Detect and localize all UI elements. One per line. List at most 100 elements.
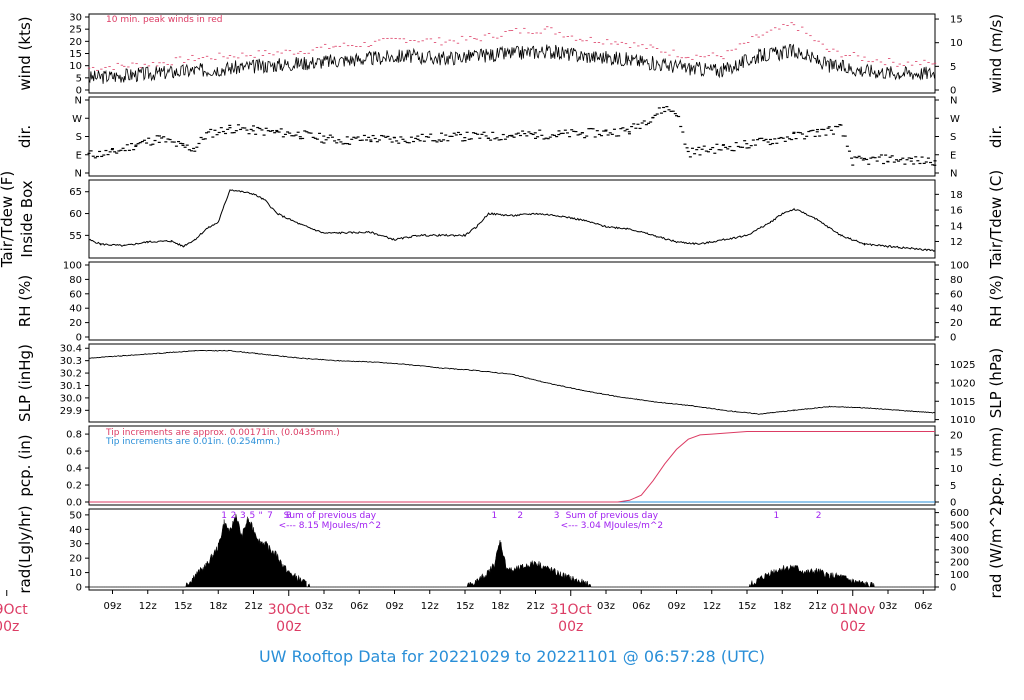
temp-line xyxy=(88,189,936,252)
x-tick-label: 18z xyxy=(773,601,791,612)
x-tick-label: 03z xyxy=(597,601,615,612)
rh-ytick-right-label: 20 xyxy=(950,318,963,329)
slp-line xyxy=(88,349,936,415)
dir-ytick-right-label: N xyxy=(950,96,957,107)
x-tick-label: 21z xyxy=(809,601,827,612)
rad-day-note-sub: <--- 8.15 MJoules/m^2 xyxy=(279,521,381,531)
dir-ytick-left-label: E xyxy=(76,150,82,161)
x-tick-label: 12z xyxy=(139,601,157,612)
rad-ytick-right-label: 600 xyxy=(950,508,969,519)
rad-hour-marker: 2 xyxy=(816,511,822,521)
rad-hour-marker: 5 xyxy=(249,511,255,521)
x-day-label: 30Oct xyxy=(268,602,311,618)
pcp-panel-frame xyxy=(88,425,936,506)
dir-ytick-left-label: N xyxy=(75,169,82,180)
slp-panel-frame xyxy=(88,343,936,423)
pcp-red-line xyxy=(89,431,935,503)
rad-ytick-left-label: 0 xyxy=(76,583,82,594)
temp-ytick-right-label: 18 xyxy=(950,190,963,201)
x-day-sub-label: 00z xyxy=(276,619,301,635)
dir-ylabel-right: dir. xyxy=(987,125,1005,148)
pcp-note-blue: Tip increments are 0.01in. (0.254mm.) xyxy=(105,437,280,447)
rad-hour-marker: 2 xyxy=(517,511,523,521)
pcp-note-red: Tip increments are approx. 0.00171in. (0… xyxy=(105,428,340,438)
rad-hour-marker: 3 xyxy=(554,511,560,521)
slp-ytick-right-label: 1015 xyxy=(950,397,975,408)
rad-ytick-left-label: 40 xyxy=(69,525,82,536)
rad-hour-marker: 2 xyxy=(231,511,237,521)
pcp-ytick-right-label: 0 xyxy=(950,498,956,509)
temp-ytick-left-label: 65 xyxy=(69,187,82,198)
rad-hour-marker: 1 xyxy=(221,511,227,521)
wind-ytick-left-label: 5 xyxy=(76,73,82,84)
wind-ytick-right-label: 10 xyxy=(950,38,963,49)
wind-ytick-left-label: 0 xyxy=(76,86,82,97)
rad-day-note: Sum of previous day xyxy=(566,511,659,521)
rad-ylabel-left: rad(Lgly/hr) xyxy=(16,505,34,593)
pcp-ylabel-left: pcp. (in) xyxy=(16,434,34,496)
rh-ytick-left-label: 40 xyxy=(69,304,82,315)
pcp-ylabel-right: pcp. (mm) xyxy=(987,427,1005,505)
slp-ylabel-right: SLP (hPa) xyxy=(987,348,1005,418)
x-tick-label: 06z xyxy=(632,601,650,612)
x-day-label: 29Oct xyxy=(0,602,28,618)
wind-annotation: 10 min. peak winds in red xyxy=(106,15,223,25)
footer-to: to xyxy=(515,647,532,666)
x-tick-label: 15z xyxy=(456,601,474,612)
pcp-ytick-left-label: 0.2 xyxy=(66,481,82,492)
x-tick-label: 15z xyxy=(174,601,192,612)
rad-day-note-sub: <--- 3.04 MJoules/m^2 xyxy=(561,521,663,531)
slp-ytick-left-label: 30.4 xyxy=(60,344,82,355)
rad-hour-marker: 1 xyxy=(492,511,498,521)
rh-ytick-left-label: 20 xyxy=(69,318,82,329)
wind-ytick-left-label: 30 xyxy=(69,13,82,24)
rad-ylabel-right: rad (W/m^2) xyxy=(987,501,1005,599)
x-tick-label: 21z xyxy=(245,601,263,612)
rh-ytick-left-label: 80 xyxy=(69,275,82,286)
x-day-sub-label: 00z xyxy=(558,619,583,635)
rad-ytick-right-label: 500 xyxy=(950,520,969,531)
slp-ytick-left-label: 29.9 xyxy=(60,406,82,417)
wind-ytick-right-label: 5 xyxy=(950,62,956,73)
x-tick-label: 09z xyxy=(104,601,122,612)
rad-hour-marker: 7 xyxy=(267,511,273,521)
dir-ytick-left-label: S xyxy=(76,132,82,143)
temp-ytick-right-label: 12 xyxy=(950,237,963,248)
rh-ytick-right-label: 100 xyxy=(950,261,969,272)
x-tick-label: 18z xyxy=(209,601,227,612)
rad-ytick-right-label: 100 xyxy=(950,570,969,581)
x-tick-label: 12z xyxy=(703,601,721,612)
temp-ytick-left-label: 60 xyxy=(69,209,82,220)
x-tick-label: 09z xyxy=(668,601,686,612)
rad-day-note: Sum of previous day xyxy=(284,511,377,521)
rad-area xyxy=(89,514,935,588)
footer-tz: (UTC) xyxy=(720,647,766,666)
x-tick-label: 15z xyxy=(738,601,756,612)
dir-ytick-right-label: E xyxy=(950,150,956,161)
rad-ytick-right-label: 0 xyxy=(950,583,956,594)
rh-ytick-left-label: 60 xyxy=(69,289,82,300)
slp-ytick-right-label: 1025 xyxy=(950,360,975,371)
rh-ytick-right-label: 60 xyxy=(950,289,963,300)
pcp-ytick-right-label: 20 xyxy=(950,431,963,442)
rad-ytick-left-label: 30 xyxy=(69,539,82,550)
x-day-sub-label: 00z xyxy=(840,619,865,635)
slp-ytick-left-label: 30.2 xyxy=(60,369,82,380)
pcp-ytick-left-label: 0.4 xyxy=(66,464,82,475)
x-day-label: 31Oct xyxy=(550,602,593,618)
slp-ylabel-left: SLP (inHg) xyxy=(16,344,34,422)
slp-ytick-left-label: 30.1 xyxy=(60,381,82,392)
rad-ytick-left-label: 20 xyxy=(69,554,82,565)
dir-ytick-right-label: W xyxy=(950,114,960,125)
slp-ytick-left-label: 30.0 xyxy=(60,393,82,404)
temp-ylabel-right: Tair/Tdew (C) xyxy=(987,170,1005,269)
pcp-ytick-left-label: 0.8 xyxy=(66,430,82,441)
x-tick-label: 03z xyxy=(879,601,897,612)
rh-ytick-right-label: 80 xyxy=(950,275,963,286)
pcp-ytick-right-label: 5 xyxy=(950,481,956,492)
rh-panel-frame xyxy=(88,261,936,341)
temp-ytick-right-label: 14 xyxy=(950,221,963,232)
wind-ytick-left-label: 20 xyxy=(69,37,82,48)
rh-ytick-left-label: 100 xyxy=(63,261,82,272)
